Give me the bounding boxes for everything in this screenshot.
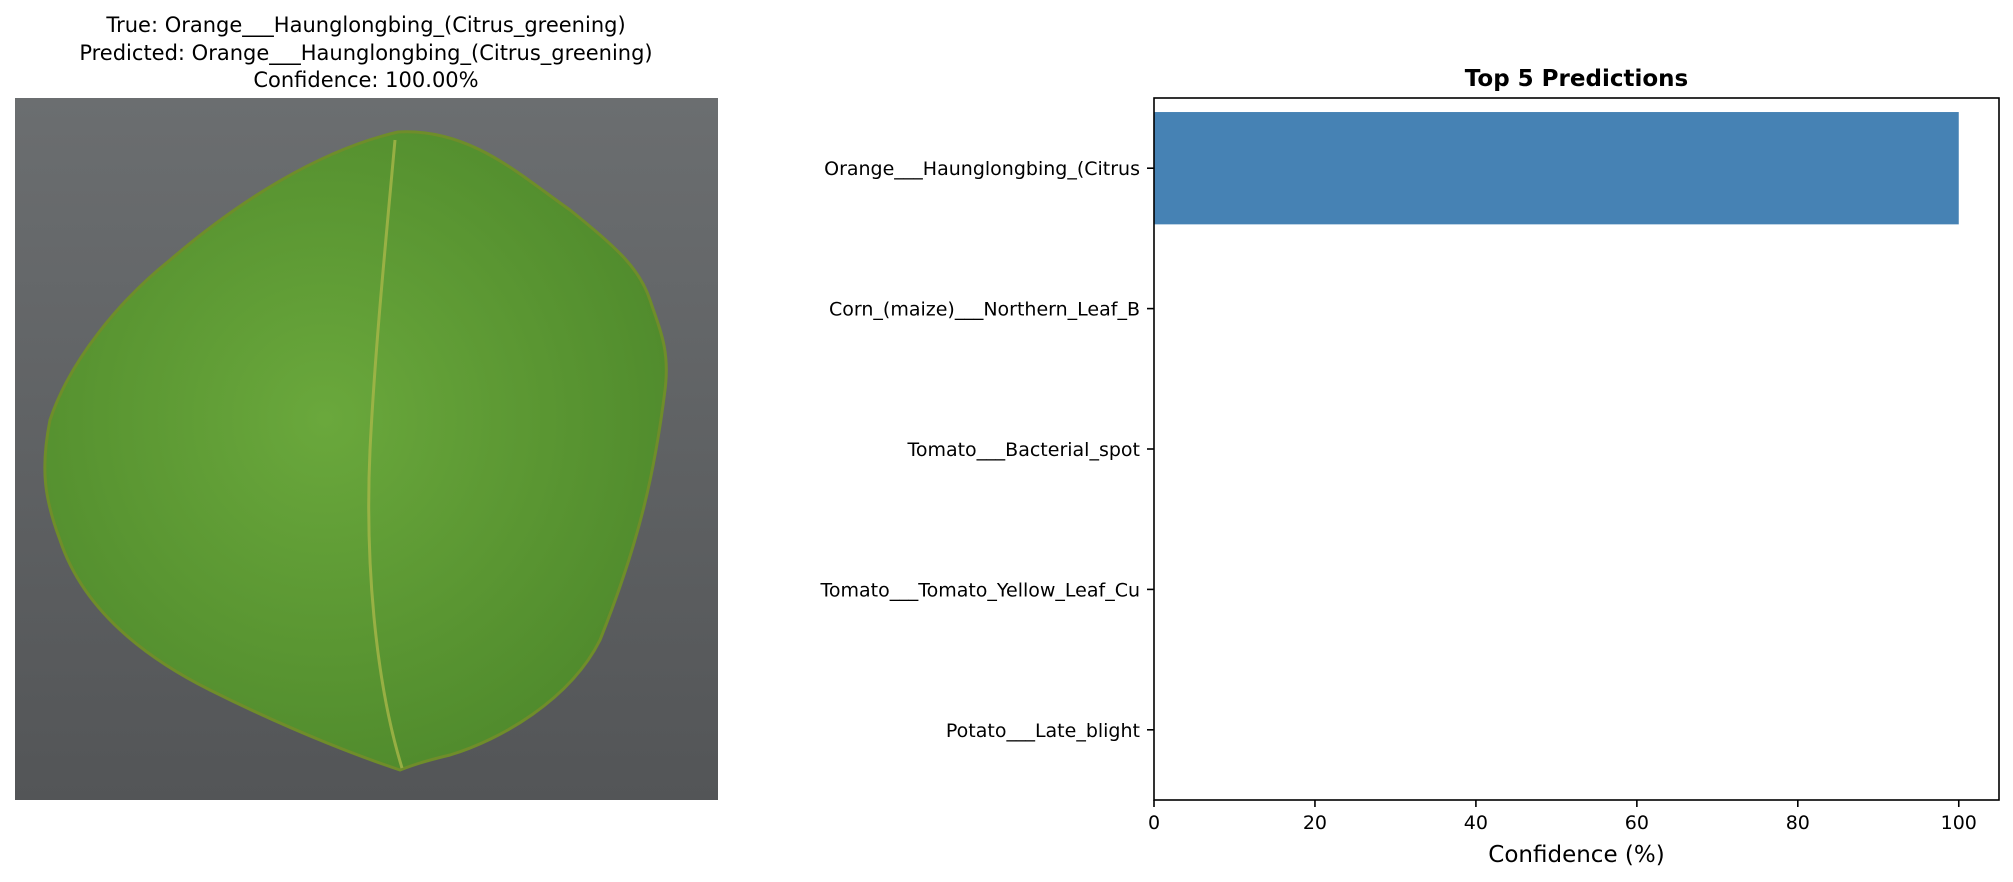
image-panel: True: Orange___Haunglongbing_(Citrus_gre… xyxy=(15,13,718,800)
x-ticks-group: 0 20 40 60 80 100 xyxy=(1148,800,1977,834)
chart-title: Top 5 Predictions xyxy=(1465,66,1688,92)
bar-1 xyxy=(1154,112,1959,225)
bar-chart: Top 5 Predictions Orange___Haunglongbing… xyxy=(819,66,2000,868)
x-tick-label-80: 80 xyxy=(1786,812,1810,834)
x-tick-label-100: 100 xyxy=(1941,812,1977,834)
y-ticks-group: Orange___Haunglongbing_(Citrus Corn_(maiz… xyxy=(819,158,1154,742)
predicted-label-title: Predicted: Orange___Haunglongbing_(Citru… xyxy=(79,41,652,66)
true-label-title: True: Orange___Haunglongbing_(Citrus_gre… xyxy=(105,13,625,38)
x-tick-label-60: 60 xyxy=(1625,812,1649,834)
confidence-title: Confidence: 100.00% xyxy=(253,68,478,92)
y-tick-label-2: Corn_(maize)___Northern_Leaf_B xyxy=(829,299,1140,321)
leaf-midrib xyxy=(367,139,404,769)
y-tick-label-1: Orange___Haunglongbing_(Citrus xyxy=(824,158,1140,180)
y-tick-label-4: Tomato___Tomato_Yellow_Leaf_Cu xyxy=(819,579,1140,601)
x-tick-label-40: 40 xyxy=(1464,812,1488,834)
x-axis-label: Confidence (%) xyxy=(1488,842,1664,868)
bars-group xyxy=(1154,112,1959,225)
x-tick-label-0: 0 xyxy=(1148,812,1160,834)
x-tick-label-20: 20 xyxy=(1303,812,1327,834)
axes-frame xyxy=(1153,97,2000,801)
y-tick-label-3: Tomato___Bacterial_spot xyxy=(906,439,1140,461)
leaf-photo xyxy=(43,130,668,772)
y-tick-label-5: Potato___Late_blight xyxy=(946,720,1140,742)
